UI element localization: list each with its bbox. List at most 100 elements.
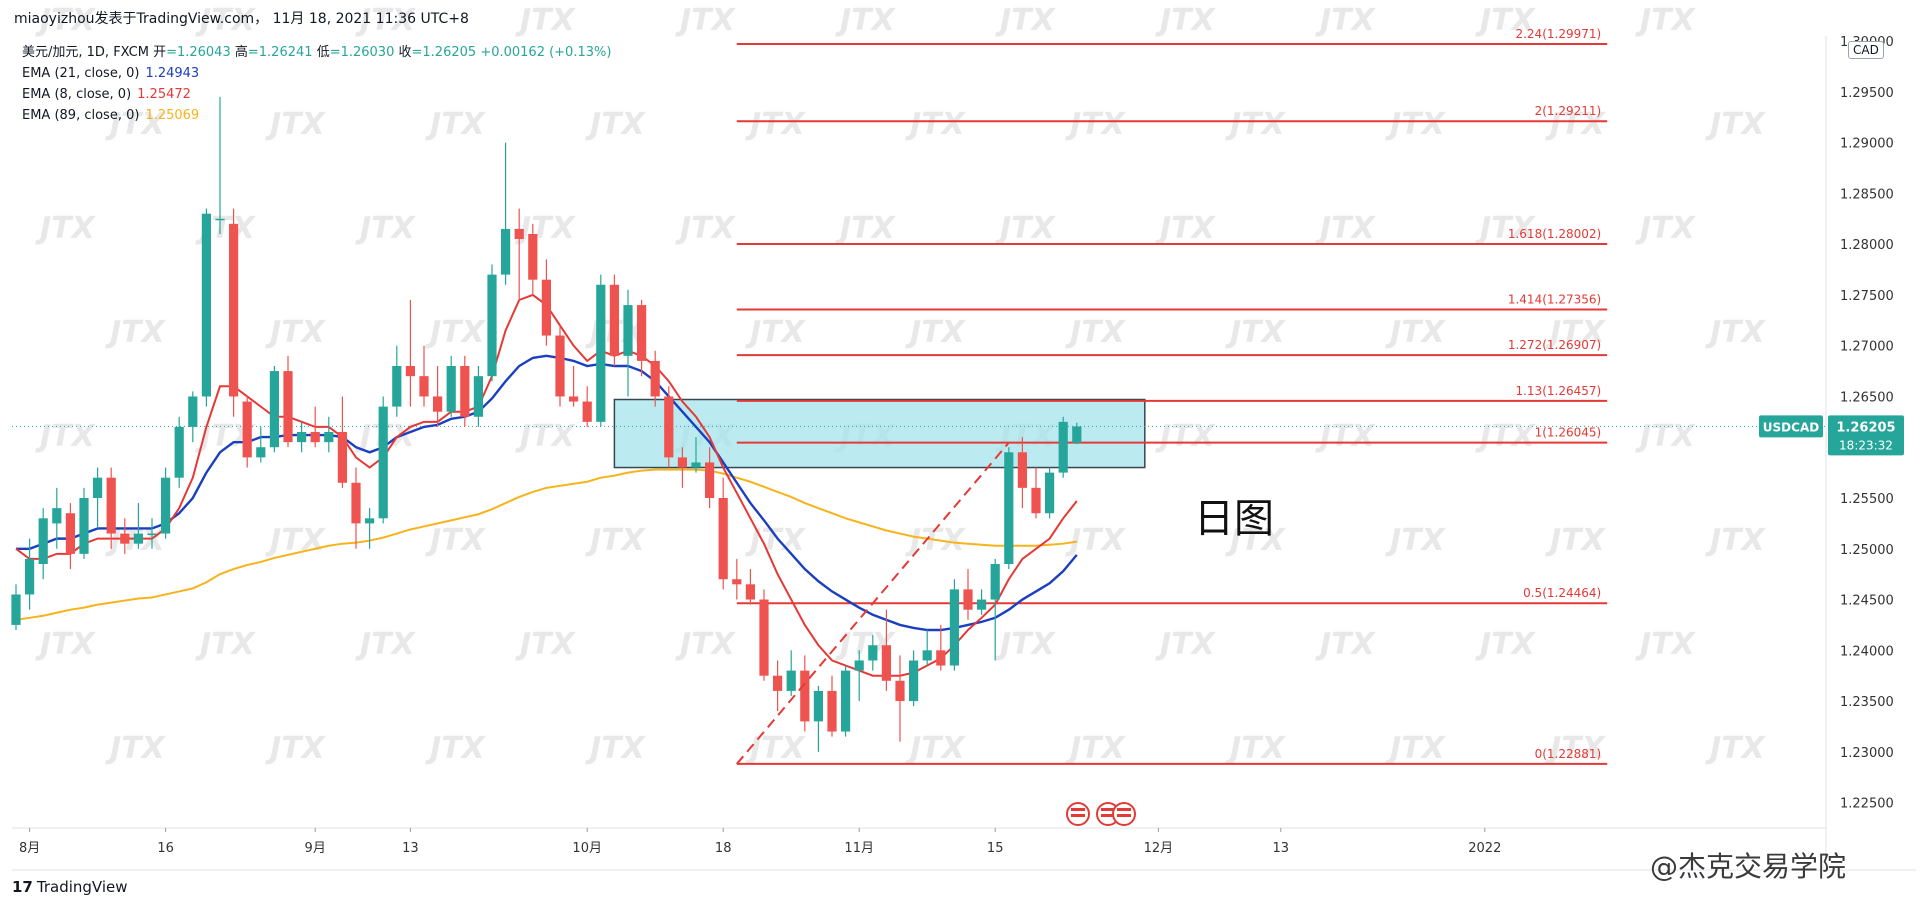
watermark-text: JTX <box>1155 211 1217 246</box>
ema21-label: EMA (21, close, 0) <box>22 66 140 81</box>
candle <box>392 345 402 417</box>
price-tag-value: 1.26205 <box>1836 420 1895 435</box>
candle-body <box>133 533 143 544</box>
x-tick-label: 15 <box>987 841 1004 856</box>
candle-body <box>378 406 388 519</box>
candle <box>569 366 579 407</box>
candle <box>52 487 62 549</box>
candle <box>38 508 48 580</box>
candle-body <box>623 305 633 356</box>
y-tick-label: 1.24500 <box>1840 594 1894 609</box>
candle-body <box>460 366 470 417</box>
watermark-text: JTX <box>35 419 97 454</box>
candle <box>174 416 184 488</box>
candle <box>1017 437 1027 509</box>
candle-body <box>868 645 878 661</box>
watermark-text: JTX <box>1705 107 1767 142</box>
watermark-text: JTX <box>1635 627 1697 662</box>
candle <box>868 635 878 671</box>
y-tick-label: 1.29500 <box>1840 86 1894 101</box>
fib-level-label: 1.414(1.27356) <box>1508 293 1601 307</box>
symbol-row[interactable]: 美元/加元, 1D, FXCM 开=1.26043 高=1.26241 低=1.… <box>22 42 611 63</box>
watermark-text: JTX <box>835 3 897 38</box>
candle <box>990 558 1000 661</box>
ema8-row[interactable]: EMA (8, close, 0) 1.25472 <box>22 84 611 105</box>
fib-level-label: 2.24(1.29971) <box>1515 27 1601 41</box>
watermark-text: JTX <box>1065 523 1127 558</box>
watermark-text: JTX <box>1225 315 1287 350</box>
us-flag-icon <box>1066 802 1090 826</box>
fib-level-label: 1.272(1.26907) <box>1508 338 1601 352</box>
candle-body <box>188 396 198 427</box>
candle <box>337 396 347 488</box>
candle <box>79 487 89 559</box>
watermark-text: JTX <box>585 731 647 766</box>
ema21-value: 1.24943 <box>145 66 200 81</box>
last-price-tag <box>1759 415 1904 456</box>
candle <box>609 274 619 366</box>
candle-body <box>405 366 415 377</box>
x-tick-label: 2022 <box>1468 841 1501 856</box>
ema89-value: 1.25069 <box>145 108 200 123</box>
watermark-text: JTX <box>745 315 807 350</box>
candle-body <box>446 366 456 412</box>
watermark-text: JTX <box>675 211 737 246</box>
watermark-text: JTX <box>1705 523 1767 558</box>
y-tick-label: 1.29000 <box>1840 137 1894 152</box>
candle <box>378 396 388 524</box>
watermark-text: JTX <box>105 315 167 350</box>
watermark-text: JTX <box>745 107 807 142</box>
candle <box>977 589 987 615</box>
watermark-text: JTX <box>745 523 807 558</box>
close-value: =1.26205 <box>411 45 477 60</box>
flag-stripe <box>1071 814 1085 817</box>
watermark-text: JTX <box>105 731 167 766</box>
watermark-text: JTX <box>1385 107 1447 142</box>
tradingview-logo[interactable]: 17 TradingView <box>12 878 128 896</box>
us-flag-icon <box>1112 802 1136 826</box>
watermark-text: JTX <box>265 315 327 350</box>
watermark-text: JTX <box>905 107 967 142</box>
watermark-text: JTX <box>675 3 737 38</box>
candle-body <box>609 284 619 356</box>
candle-body <box>664 396 674 458</box>
candle-body <box>773 675 783 691</box>
candle-body <box>827 690 837 732</box>
candle-body <box>514 228 524 240</box>
watermark-text: JTX <box>1635 211 1697 246</box>
candle-body <box>650 360 660 397</box>
candle <box>229 208 239 417</box>
candle <box>881 609 891 691</box>
candle-body <box>473 376 483 417</box>
candle-body <box>147 533 157 536</box>
candle <box>256 426 266 463</box>
ema89-row[interactable]: EMA (89, close, 0) 1.25069 <box>22 105 611 126</box>
candle <box>11 584 21 630</box>
y-tick-label: 1.27000 <box>1840 340 1894 355</box>
candle-body <box>909 660 919 702</box>
candle <box>405 300 415 407</box>
flag-stripe <box>1117 814 1131 817</box>
candle <box>813 685 823 752</box>
candle <box>433 366 443 427</box>
candle <box>854 650 864 702</box>
y-tick-label: 1.27500 <box>1840 289 1894 304</box>
candle-body <box>1004 452 1014 564</box>
watermark-text: JTX <box>265 731 327 766</box>
candle <box>745 569 755 605</box>
candle <box>365 508 375 549</box>
candle-body <box>528 234 538 280</box>
candle-body <box>365 518 375 524</box>
candle-body <box>11 594 21 625</box>
low-label: 低 <box>316 45 330 60</box>
candle <box>664 386 674 468</box>
candle-body <box>582 401 592 422</box>
watermark-text: JTX <box>1315 3 1377 38</box>
watermark-text: JTX <box>1065 107 1127 142</box>
ema21-row[interactable]: EMA (21, close, 0) 1.24943 <box>22 63 611 84</box>
candle-body <box>433 396 443 412</box>
candle <box>1045 467 1055 519</box>
candle <box>65 503 75 570</box>
currency-badge[interactable]: CAD <box>1848 41 1884 59</box>
